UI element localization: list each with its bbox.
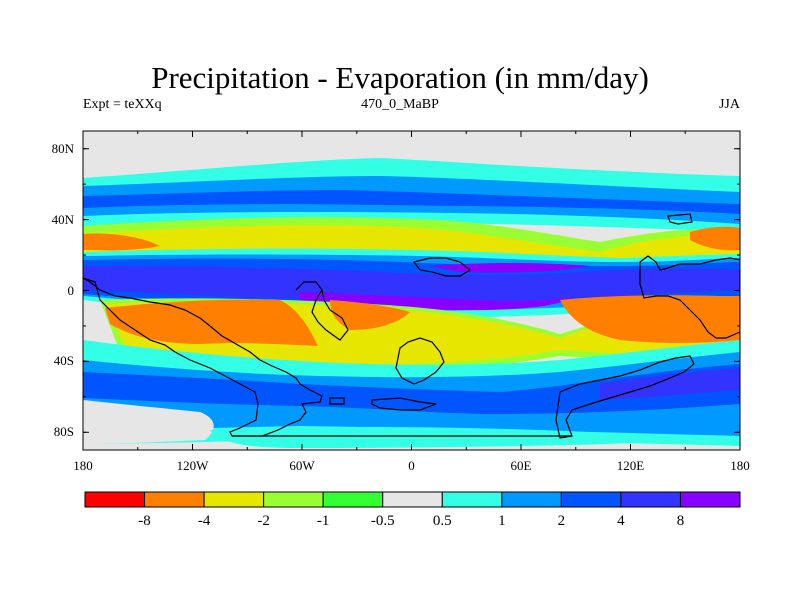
field-blue-south	[83, 364, 740, 414]
coast-east-continent	[639, 255, 740, 339]
colorbar-label-5: 0.5	[432, 513, 452, 529]
colorbar-label-0: -8	[138, 513, 151, 529]
colorbar-label-9: 8	[676, 513, 685, 529]
colorbar-label-4: -0.5	[370, 513, 395, 529]
colorbar-box-5	[382, 491, 443, 508]
colorbar-box-0	[84, 491, 146, 508]
field-bg-south-patch	[83, 400, 214, 444]
coast-west-continent	[83, 277, 323, 437]
field-orange-neast	[690, 226, 740, 251]
map-field	[83, 131, 740, 450]
colorbar-box-7	[501, 491, 562, 508]
colorbar-box-1	[144, 491, 205, 508]
colorbar-box-9	[620, 491, 681, 508]
coastlines	[83, 213, 740, 439]
coast-west-peninsula	[295, 281, 349, 341]
experiment-label: Expt = teXXq	[83, 97, 162, 112]
field-orange-nwest	[83, 233, 160, 251]
lon-label-1: 120W	[176, 458, 209, 473]
coast-central-north	[412, 257, 472, 277]
field-cyan-polar	[210, 427, 700, 448]
colorbar-box-2	[203, 491, 265, 508]
colorbar-label-1: -4	[197, 513, 211, 529]
lat-label-0: 80N	[51, 140, 74, 156]
lon-label-4: 60E	[510, 458, 532, 473]
lon-label-6: 180	[730, 458, 750, 473]
lon-label-5: 120E	[616, 458, 645, 473]
colorbar-box-4	[322, 491, 384, 508]
field-dblue-south	[600, 368, 740, 400]
plot-title: Precipitation - Evaporation (in mm/day)	[151, 60, 649, 95]
colorbar-label-8: 4	[617, 513, 625, 529]
field-orange-ssub-east	[560, 295, 740, 343]
coast-northeast-small	[667, 213, 693, 225]
colorbar-box-3	[263, 491, 324, 508]
coast-small-island	[329, 397, 345, 405]
field-blue-north	[83, 190, 740, 214]
lon-label-3: 0	[408, 458, 415, 473]
colorbar-box-8	[560, 491, 622, 508]
lon-label-0: 180	[73, 458, 93, 473]
lat-label-4: 80S	[53, 424, 74, 440]
lat-label-2: 0	[67, 282, 75, 298]
coast-south-strip	[371, 397, 437, 411]
period-label: 470_0_MaBP	[361, 97, 439, 112]
colorbar	[84, 491, 741, 508]
lat-label-3: 40S	[53, 353, 74, 369]
field-orange-ssub-mid	[330, 300, 410, 330]
colorbar-box-6	[441, 491, 503, 508]
colorbar-label-2: -2	[257, 513, 270, 529]
lon-label-2: 60W	[289, 458, 315, 473]
field-orange-ssub-west	[105, 299, 318, 346]
colorbar-label-6: 1	[498, 513, 506, 529]
colorbar-label-7: 2	[557, 513, 566, 529]
coast-southeast	[555, 355, 695, 439]
season-label: JJA	[718, 97, 740, 112]
colorbar-box-10	[679, 491, 741, 508]
coast-central-south	[395, 337, 445, 385]
field-dblue-trop	[83, 266, 740, 303]
colorbar-label-3: -1	[316, 513, 330, 529]
lat-label-1: 40N	[51, 211, 74, 227]
axis-ticks	[82, 131, 741, 450]
